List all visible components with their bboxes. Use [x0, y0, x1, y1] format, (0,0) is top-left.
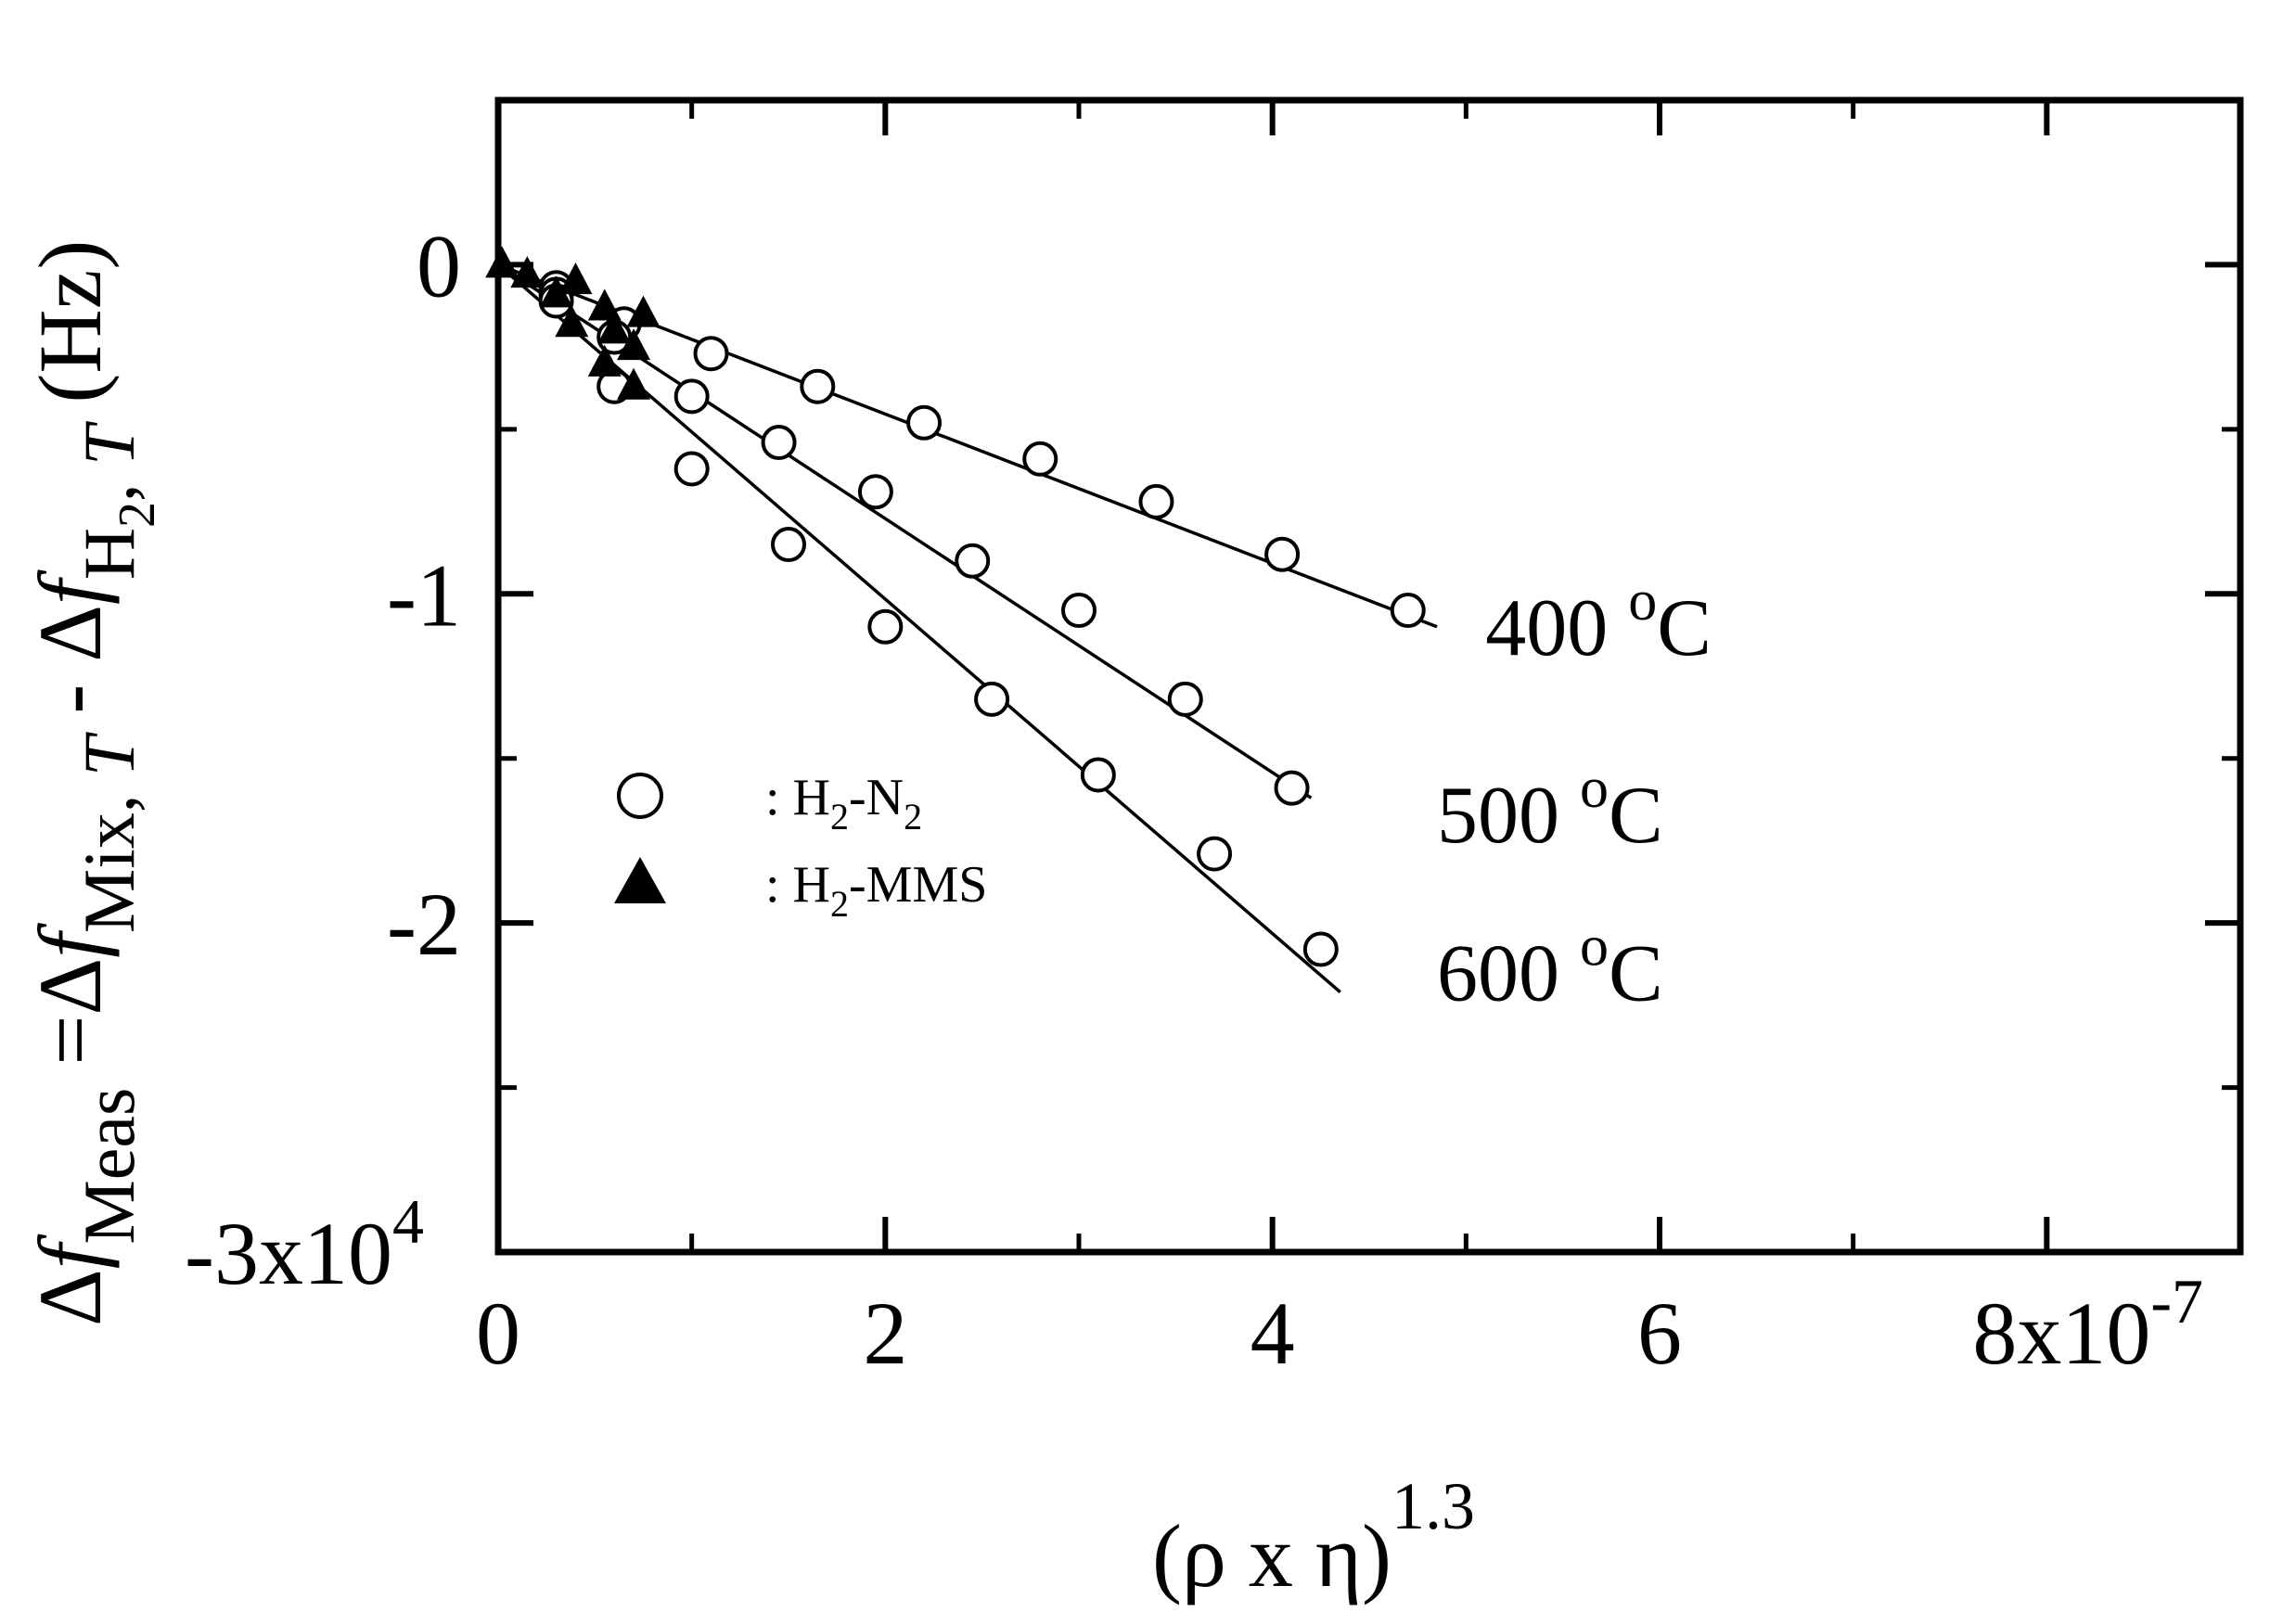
data-point-circle [1138, 483, 1174, 519]
y-axis-label-part: , [69, 466, 149, 502]
data-point-circle [1390, 593, 1426, 629]
legend-label-part: -MMS [849, 856, 987, 914]
y-tick-label-text: 0 [417, 216, 461, 315]
y-tick-label-text: -1 [387, 545, 461, 645]
series-label-degree: o [1580, 914, 1609, 978]
data-point-circle [974, 681, 1010, 717]
data-point-circle [1167, 681, 1203, 717]
y-axis-label: ΔfMeas =ΔfMix, T - ΔfH2, T (Hz) [20, 240, 166, 1326]
axis-ticks [495, 100, 2240, 1255]
legend-marker-circle [617, 773, 663, 819]
y-tick-label: 0 [417, 216, 461, 315]
x-tick-label: 8x10-7 [1972, 1266, 2203, 1383]
data-point-triangle [617, 367, 651, 400]
data-point-triangle [626, 295, 660, 327]
x-tick-label-text: 2 [863, 1284, 907, 1383]
y-axis-label-part: - Δ [20, 605, 120, 736]
y-axis-label-part: T [69, 421, 149, 466]
data-point-circle [673, 451, 710, 487]
plot-frame [494, 96, 2244, 1256]
data-point-triangle [558, 262, 593, 295]
series-label: 600 oC [1437, 914, 1663, 1018]
y-tick-exponent: 4 [392, 1186, 424, 1257]
data-point-triangle [539, 275, 573, 308]
data-point-circle [761, 425, 797, 461]
data-point-circle [1061, 593, 1097, 629]
series-label-unit: C [1657, 583, 1712, 673]
data-point-circle [1264, 536, 1301, 572]
series-label-unit: C [1609, 771, 1663, 861]
data-point-circle [693, 336, 729, 372]
series-label-unit: C [1609, 928, 1663, 1018]
series-label-degree: o [1628, 569, 1657, 633]
data-point-triangle [587, 288, 622, 321]
y-tick-label-text: -2 [387, 875, 461, 974]
y-tick-label: -2 [387, 875, 461, 974]
legend-marker-triangle [614, 857, 666, 903]
data-point-circle [673, 378, 710, 415]
data-point-triangle [587, 344, 622, 377]
x-tick-label-text: 4 [1250, 1284, 1295, 1383]
data-point-circle [955, 543, 991, 579]
x-tick-label: 2 [863, 1284, 907, 1383]
x-tick-label-text: 0 [476, 1284, 520, 1383]
series-label-degree: o [1580, 757, 1609, 820]
data-point-circle [1302, 931, 1339, 967]
data-point-triangle [617, 328, 651, 361]
x-axis-label: (ρ x η)1.3 [1152, 1469, 1475, 1605]
x-tick-label-text: 8x10 [1972, 1284, 2150, 1383]
y-tick-label-text: -3x10 [185, 1204, 392, 1303]
data-point-triangle [510, 256, 545, 288]
series-label-value: 400 [1485, 583, 1628, 673]
y-axis-label-part: Δ [20, 1269, 120, 1326]
legend-label-part: 2 [830, 883, 849, 925]
series-label: 400 oC [1485, 569, 1712, 673]
data-point-circle [857, 474, 893, 510]
y-axis-label-part: Meas [69, 1088, 149, 1245]
legend: : H2-N2: H2-MMS [614, 769, 987, 925]
x-tick-label: 6 [1637, 1284, 1682, 1383]
data-points [485, 246, 1426, 967]
legend-label-part: 2 [904, 796, 922, 838]
data-point-triangle [597, 312, 632, 344]
data-point-circle [800, 368, 836, 404]
data-point-circle [1197, 836, 1233, 872]
x-axis-label-exponent: 1.3 [1391, 1469, 1475, 1543]
legend-label-part: 2 [830, 796, 849, 838]
data-point-circle [867, 608, 904, 645]
y-tick-label: -3x104 [185, 1186, 424, 1303]
legend-label-part: : H [765, 856, 830, 914]
y-axis-label-part: (Hz) [20, 240, 120, 426]
series-label-value: 600 [1437, 928, 1580, 1018]
x-tick-exponent: -7 [2150, 1266, 2203, 1336]
y-axis-label-part: H [69, 528, 149, 580]
y-axis-label-part: =Δ [20, 958, 120, 1088]
y-axis-label-part: Mix, [69, 776, 149, 933]
data-point-circle [1274, 770, 1310, 806]
x-tick-label: 0 [476, 1284, 520, 1383]
plot-border [494, 96, 2244, 1256]
series-label: 500 oC [1437, 757, 1663, 861]
y-axis-label-part: 2 [109, 502, 166, 528]
legend-label: : H2-N2 [765, 769, 922, 838]
legend-label: : H2-MMS [765, 856, 987, 925]
y-axis-label-part: T [69, 732, 149, 776]
x-tick-label-text: 6 [1637, 1284, 1682, 1383]
legend-label-part: : H [765, 769, 830, 826]
data-point-circle [771, 527, 806, 563]
data-point-triangle [555, 305, 589, 338]
legend-label-part: -N [849, 769, 904, 826]
x-axis-label-text: (ρ x η) [1152, 1506, 1391, 1605]
data-point-circle [1080, 757, 1116, 793]
y-tick-label: -1 [387, 545, 461, 645]
x-tick-label: 4 [1250, 1284, 1295, 1383]
series-label-value: 500 [1437, 771, 1580, 861]
data-point-circle [1022, 441, 1058, 477]
data-point-circle [906, 404, 943, 441]
